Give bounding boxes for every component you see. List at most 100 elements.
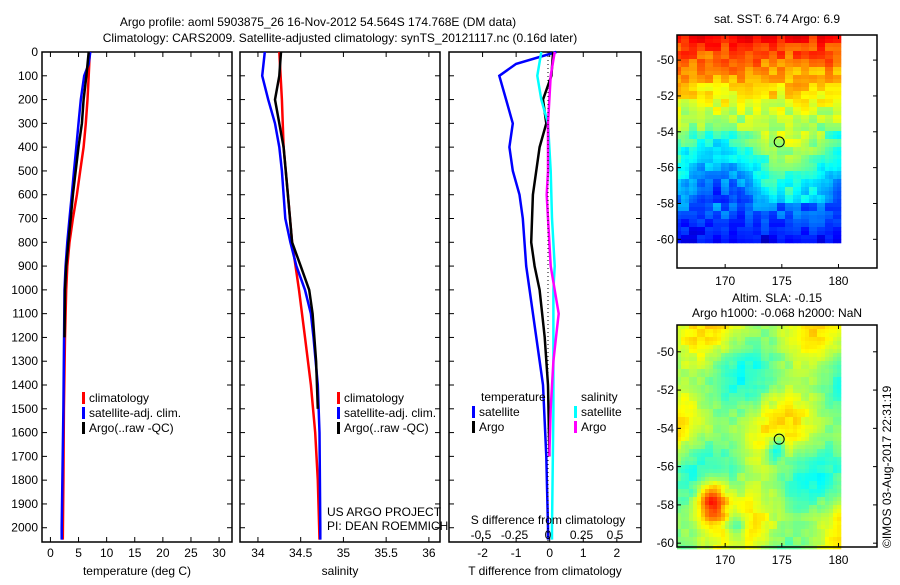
map-cell [793,457,798,462]
map-cell [753,135,758,140]
map-cell [777,529,782,534]
map-cell [737,75,742,80]
map-cell [677,175,682,180]
map-cell [837,111,842,116]
map-cell [793,103,798,108]
map-cell [785,51,790,56]
map-cell [709,39,714,44]
map-cell [737,99,742,104]
map-cell [781,191,786,196]
map-cell [701,139,706,144]
map-cell [801,413,806,418]
map-cell [713,457,718,462]
map-cell [793,349,798,354]
map-cell [777,175,782,180]
map-cell [805,541,810,546]
map-cell [777,393,782,398]
map-cell [821,43,826,48]
map-cell [753,159,758,164]
map-cell [773,397,778,402]
map-cell [781,183,786,188]
map-cell [729,223,734,228]
map-cell [765,481,770,486]
map-cell [821,127,826,132]
x-tick-label: 30 [212,546,226,560]
map-cell [713,207,718,212]
map-cell [817,151,822,156]
map-cell [769,469,774,474]
map-cell [681,513,686,518]
map-cell [685,91,690,96]
map-cell [685,83,690,88]
map-cell [801,39,806,44]
map-cell [721,35,726,40]
map-cell [833,99,838,104]
map-cell [689,497,694,502]
map-cell [761,365,766,370]
plot-frame [239,51,441,543]
map-cell [749,119,754,124]
map-cell [685,55,690,60]
map-cell [821,533,826,538]
y-tick-label: -58 [657,498,675,512]
map-cell [701,59,706,64]
map-cell [741,441,746,446]
map-cell [757,361,762,366]
map-cell [709,525,714,530]
map-cell [785,509,790,514]
map-cell [717,417,722,422]
map-cell [689,183,694,188]
map-cell [817,63,822,68]
map-cell [797,397,802,402]
map-cell [757,111,762,116]
map-cell [689,521,694,526]
series-line-climatology [278,51,321,540]
map-cell [737,477,742,482]
map-cell [781,59,786,64]
map-cell [793,377,798,382]
map-cell [717,357,722,362]
map-cell [741,59,746,64]
map-cell [829,59,834,64]
map-cell [737,489,742,494]
map-cell [749,123,754,128]
map-cell [677,35,682,40]
map-cell [697,341,702,346]
map-cell [677,401,682,406]
map-cell [797,127,802,132]
map-cell [701,341,706,346]
map-cell [689,167,694,172]
map-cell [681,445,686,450]
map-cell [753,417,758,422]
map-cell [681,147,686,152]
map-cell [689,127,694,132]
map-cell [745,151,750,156]
map-cell [701,179,706,184]
map-cell [797,211,802,216]
map-cell [713,441,718,446]
map-cell [685,155,690,160]
map-cell [725,91,730,96]
map-cell [757,493,762,498]
map-cell [729,401,734,406]
map-frame [676,34,878,269]
map-cell [765,517,770,522]
map-cell [797,417,802,422]
map-cell [769,397,774,402]
map-cell [829,175,834,180]
map-cell [777,131,782,136]
map-cell [713,385,718,390]
map-cell [777,333,782,338]
map-cell [697,107,702,112]
map-cell [713,135,718,140]
map-cell [765,361,770,366]
map-cell [733,517,738,522]
map-cell [689,107,694,112]
map-cell [733,385,738,390]
map-cell [825,39,830,44]
map-cell [761,39,766,44]
map-cell [749,525,754,530]
map-cell [689,385,694,390]
map-cell [741,47,746,52]
map-cell [789,147,794,152]
